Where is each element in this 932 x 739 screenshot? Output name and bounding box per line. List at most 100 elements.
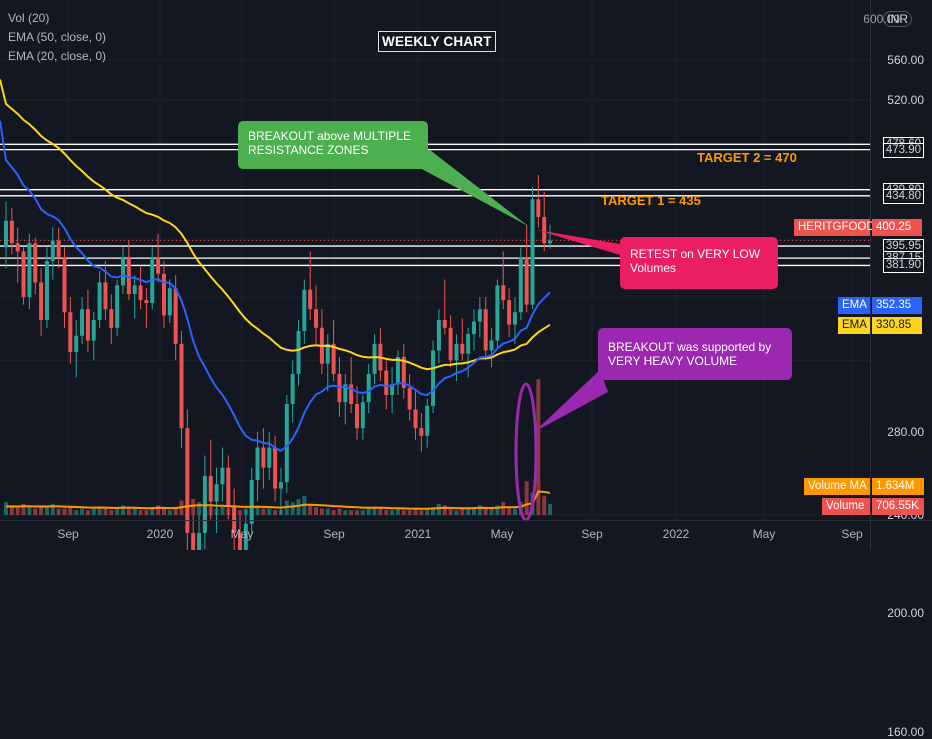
x-tick-label: Sep bbox=[841, 527, 863, 541]
candle-body bbox=[518, 256, 523, 313]
level-price-label: 434.80 bbox=[882, 188, 924, 204]
volume-bar bbox=[384, 510, 389, 515]
candle-body bbox=[238, 532, 242, 550]
candle-body bbox=[442, 319, 447, 328]
volume-bar bbox=[296, 499, 301, 515]
volume-bar bbox=[419, 510, 424, 515]
volume-bar bbox=[132, 508, 137, 515]
candle-body bbox=[355, 404, 359, 429]
legend-ema50[interactable]: EMA (50, close, 0) bbox=[8, 30, 107, 44]
x-tick-label: May bbox=[490, 527, 514, 541]
candle-body bbox=[167, 288, 172, 316]
candle-body bbox=[109, 309, 114, 328]
volume-bar bbox=[126, 507, 131, 515]
level-price-label: 395.95 bbox=[882, 239, 924, 255]
candle-body bbox=[21, 251, 26, 298]
candle-body bbox=[431, 350, 436, 406]
candle-body bbox=[466, 334, 471, 354]
volume-bar bbox=[56, 508, 61, 515]
volume-bar bbox=[395, 508, 400, 515]
candle-body bbox=[74, 335, 79, 353]
candle-body bbox=[436, 319, 441, 351]
target-2-label: TARGET 2 = 470 bbox=[697, 150, 797, 165]
y-tick-label: 160.00 bbox=[887, 725, 924, 739]
currency-badge[interactable]: INR bbox=[883, 11, 912, 27]
candle-body bbox=[232, 505, 237, 533]
ema20-value: 352.35 bbox=[872, 297, 922, 314]
volume-tag-name: Volume bbox=[826, 500, 865, 512]
candle-body bbox=[524, 256, 529, 305]
candle-body bbox=[185, 428, 190, 533]
volume-bar bbox=[542, 495, 547, 515]
volume-bar bbox=[267, 508, 272, 515]
candle-body bbox=[126, 256, 131, 295]
candle-body bbox=[331, 343, 336, 374]
volume-bar bbox=[62, 508, 67, 515]
volume-bar bbox=[448, 508, 453, 515]
volume-bar bbox=[21, 503, 26, 515]
candle-body bbox=[197, 532, 202, 550]
candle-body bbox=[407, 387, 412, 410]
volume-bar bbox=[425, 508, 430, 515]
volume-bar bbox=[290, 502, 295, 515]
x-tick-label: May bbox=[752, 527, 776, 541]
candle-body bbox=[156, 256, 161, 274]
volume-bar bbox=[442, 505, 447, 515]
ema20-tag-name: EMA bbox=[842, 299, 867, 311]
volume-ma-value: 1.634M bbox=[872, 478, 924, 495]
volume-bar bbox=[27, 507, 32, 515]
volume-bar bbox=[115, 508, 120, 515]
volume-bar bbox=[319, 508, 324, 515]
retest-arrow bbox=[537, 230, 626, 255]
candle-body bbox=[91, 319, 96, 341]
candle-body bbox=[507, 300, 512, 325]
candle-body bbox=[454, 343, 459, 361]
candle-body bbox=[395, 357, 400, 385]
volume-bar bbox=[150, 507, 155, 515]
volume-bar bbox=[483, 508, 488, 515]
level-price-label: 473.90 bbox=[882, 142, 924, 158]
candle-body bbox=[132, 285, 137, 295]
volume-ma-tag: Volume MA bbox=[804, 478, 870, 495]
candle-body bbox=[460, 343, 465, 354]
legend-ema20[interactable]: EMA (20, close, 0) bbox=[8, 49, 107, 63]
candle-body bbox=[512, 312, 517, 325]
volume-bar bbox=[39, 505, 44, 515]
volume-bar bbox=[343, 510, 348, 515]
candle-body bbox=[138, 285, 143, 301]
volume-bar bbox=[308, 503, 313, 515]
ema20-tag: EMA bbox=[838, 297, 870, 314]
volume-bar bbox=[536, 379, 541, 515]
volume-bar bbox=[91, 508, 96, 515]
volume-bar bbox=[255, 505, 260, 515]
volume-bar bbox=[9, 505, 14, 515]
legend-volume[interactable]: Vol (20) bbox=[8, 11, 50, 25]
candle-body bbox=[115, 285, 120, 328]
target-1-label: TARGET 1 = 435 bbox=[601, 193, 701, 208]
volume-bar bbox=[431, 507, 436, 515]
volume-bar bbox=[436, 503, 441, 515]
candle-body bbox=[284, 404, 289, 483]
current-price-value: 400.25 bbox=[872, 219, 922, 236]
volume-bar bbox=[15, 507, 20, 515]
candle-body bbox=[542, 216, 547, 244]
volume-bar bbox=[85, 510, 90, 515]
y-axis-line bbox=[870, 0, 871, 550]
volume-bar bbox=[121, 505, 125, 515]
chart-title: WEEKLY CHART bbox=[378, 31, 496, 52]
candle-body bbox=[220, 467, 225, 485]
chart-canvas[interactable] bbox=[0, 0, 932, 550]
candle-body bbox=[536, 199, 541, 217]
volume-bar bbox=[191, 499, 196, 515]
candle-body bbox=[44, 261, 49, 320]
candle-body bbox=[372, 343, 377, 374]
indicator-legend: Vol (20) EMA (50, close, 0) EMA (20, clo… bbox=[8, 9, 106, 66]
candle-body bbox=[273, 447, 278, 489]
volume-ma-line bbox=[5, 490, 551, 510]
volume-bar bbox=[355, 510, 359, 515]
candle-body bbox=[191, 532, 196, 550]
candle-body bbox=[267, 447, 272, 468]
volume-bar bbox=[68, 507, 73, 515]
candle-body bbox=[448, 327, 453, 361]
volume-bar bbox=[337, 508, 342, 515]
